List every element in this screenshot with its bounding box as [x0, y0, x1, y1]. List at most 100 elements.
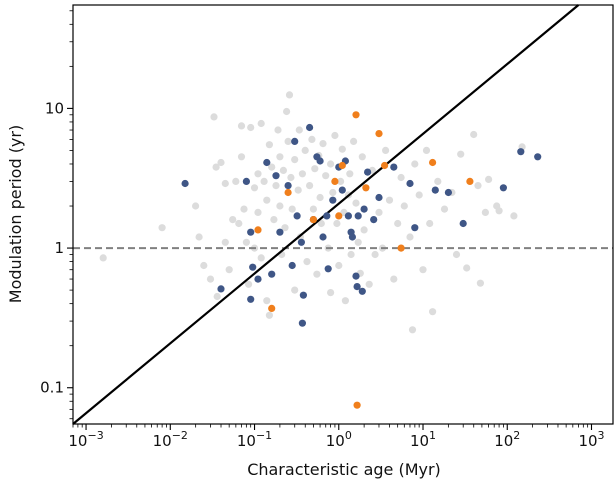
data-point: [397, 173, 405, 182]
data-point: [257, 119, 265, 128]
data-point: [263, 196, 271, 204]
data-point: [313, 270, 321, 278]
data-point: [210, 113, 218, 121]
data-point: [306, 123, 314, 132]
data-point: [400, 202, 408, 210]
data-point: [245, 280, 253, 288]
data-point: [254, 208, 262, 216]
data-point: [390, 163, 398, 171]
data-point: [274, 126, 282, 134]
data-point: [288, 205, 296, 213]
data-point: [306, 182, 314, 190]
data-point: [422, 146, 431, 154]
data-point: [419, 266, 427, 274]
data-point: [99, 254, 107, 262]
data-point: [348, 233, 356, 241]
data-point: [331, 177, 339, 185]
data-point: [232, 177, 240, 185]
data-point: [221, 238, 229, 246]
data-point: [385, 196, 394, 204]
x-tick-label: 10−3: [68, 429, 103, 450]
data-point: [268, 304, 276, 312]
data-point: [297, 238, 305, 246]
data-point: [291, 156, 299, 164]
data-point: [370, 216, 378, 224]
y-axis-title: Modulation period (yr): [6, 125, 25, 303]
data-point: [235, 219, 243, 228]
data-point: [247, 228, 255, 236]
data-point: [335, 212, 343, 220]
data-point: [206, 275, 215, 283]
data-point: [265, 141, 273, 149]
data-point: [429, 308, 437, 316]
data-point: [324, 265, 332, 273]
data-point: [344, 212, 352, 220]
data-point: [217, 285, 225, 293]
data-point: [352, 111, 360, 119]
data-point: [316, 193, 324, 202]
data-point: [327, 160, 335, 168]
data-point: [358, 153, 366, 161]
data-point: [499, 184, 507, 192]
data-point: [268, 163, 276, 171]
data-point: [291, 137, 299, 145]
data-point: [338, 161, 346, 170]
data-point: [444, 188, 452, 197]
data-point: [375, 130, 383, 138]
data-point: [279, 166, 287, 174]
data-point: [237, 122, 246, 130]
data-point: [158, 224, 166, 232]
data-point: [534, 153, 542, 161]
data-point: [257, 254, 265, 262]
data-point: [365, 280, 373, 288]
data-point: [308, 135, 316, 143]
data-point: [242, 238, 250, 246]
data-point: [329, 188, 337, 197]
data-point: [213, 292, 221, 301]
data-point: [415, 191, 423, 199]
data-point: [426, 219, 434, 228]
data-point: [281, 224, 289, 232]
x-axis-title: Characteristic age (Myr): [247, 460, 441, 479]
data-point: [247, 295, 255, 303]
data-point: [242, 177, 250, 185]
data-point: [364, 168, 372, 176]
data-point: [284, 137, 292, 145]
data-point: [229, 216, 237, 224]
data-point: [195, 233, 203, 241]
data-point: [249, 263, 257, 271]
data-point: [337, 177, 345, 185]
data-point: [463, 264, 471, 272]
data-point: [212, 163, 220, 171]
data-point: [481, 208, 489, 216]
x-axis: 10−3 10−2 10−1 100 101 102 103: [68, 424, 605, 450]
data-point: [375, 208, 383, 216]
data-point: [371, 250, 379, 259]
data-point: [270, 216, 278, 224]
data-point: [317, 219, 325, 228]
data-point: [298, 319, 306, 327]
data-point: [319, 233, 327, 241]
data-point: [352, 199, 360, 207]
data-point: [375, 193, 383, 202]
y-tick-label: 10: [45, 99, 64, 117]
data-point: [181, 179, 189, 188]
data-point: [268, 270, 276, 278]
data-point: [335, 261, 343, 270]
data-point: [276, 228, 284, 236]
y-axis: 0.1 1 10: [40, 10, 73, 420]
data-point: [353, 401, 361, 409]
data-point: [284, 188, 292, 197]
data-point: [408, 326, 417, 334]
data-point: [474, 182, 482, 190]
data-point: [452, 250, 461, 259]
data-point: [411, 160, 419, 168]
data-point: [294, 186, 302, 194]
data-point: [411, 224, 419, 232]
data-point: [354, 212, 362, 220]
x-tick-label: 102: [494, 429, 520, 450]
data-point: [276, 153, 284, 161]
data-point: [240, 205, 248, 213]
data-point: [485, 175, 493, 183]
data-point: [346, 170, 354, 178]
